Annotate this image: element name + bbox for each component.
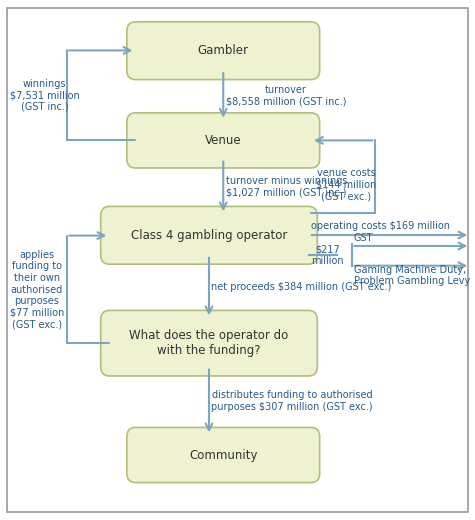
Text: Class 4 gambling operator: Class 4 gambling operator: [131, 229, 287, 242]
Text: Gambler: Gambler: [198, 44, 249, 57]
FancyBboxPatch shape: [101, 310, 317, 376]
Text: operating costs $169 million: operating costs $169 million: [311, 222, 450, 231]
Text: venue costs
$144 million
(GST exc.): venue costs $144 million (GST exc.): [316, 168, 376, 201]
Text: What does the operator do
with the funding?: What does the operator do with the fundi…: [129, 329, 289, 357]
Text: $217
million: $217 million: [311, 244, 344, 266]
Text: turnover
$8,558 million (GST inc.): turnover $8,558 million (GST inc.): [226, 85, 346, 107]
Text: net proceeds $384 million (GST exc.): net proceeds $384 million (GST exc.): [211, 281, 392, 292]
Text: Venue: Venue: [205, 134, 242, 147]
FancyBboxPatch shape: [127, 22, 320, 80]
FancyBboxPatch shape: [127, 113, 320, 168]
FancyBboxPatch shape: [101, 206, 317, 264]
Text: turnover minus winnings
$1,027 million (GST inc.): turnover minus winnings $1,027 million (…: [226, 176, 347, 198]
FancyBboxPatch shape: [127, 427, 320, 483]
Text: Gaming Machine Duty,
Problem Gambling Levy: Gaming Machine Duty, Problem Gambling Le…: [354, 265, 470, 287]
Text: applies
funding to
their own
authorised
purposes
$77 million
(GST exc.): applies funding to their own authorised …: [10, 250, 64, 330]
FancyBboxPatch shape: [7, 8, 468, 512]
Text: GST: GST: [354, 233, 373, 243]
Text: distributes funding to authorised
purposes $307 million (GST exc.): distributes funding to authorised purpos…: [211, 390, 373, 412]
Text: winnings
$7,531 million
(GST inc.): winnings $7,531 million (GST inc.): [10, 79, 79, 112]
Text: Community: Community: [189, 448, 257, 462]
